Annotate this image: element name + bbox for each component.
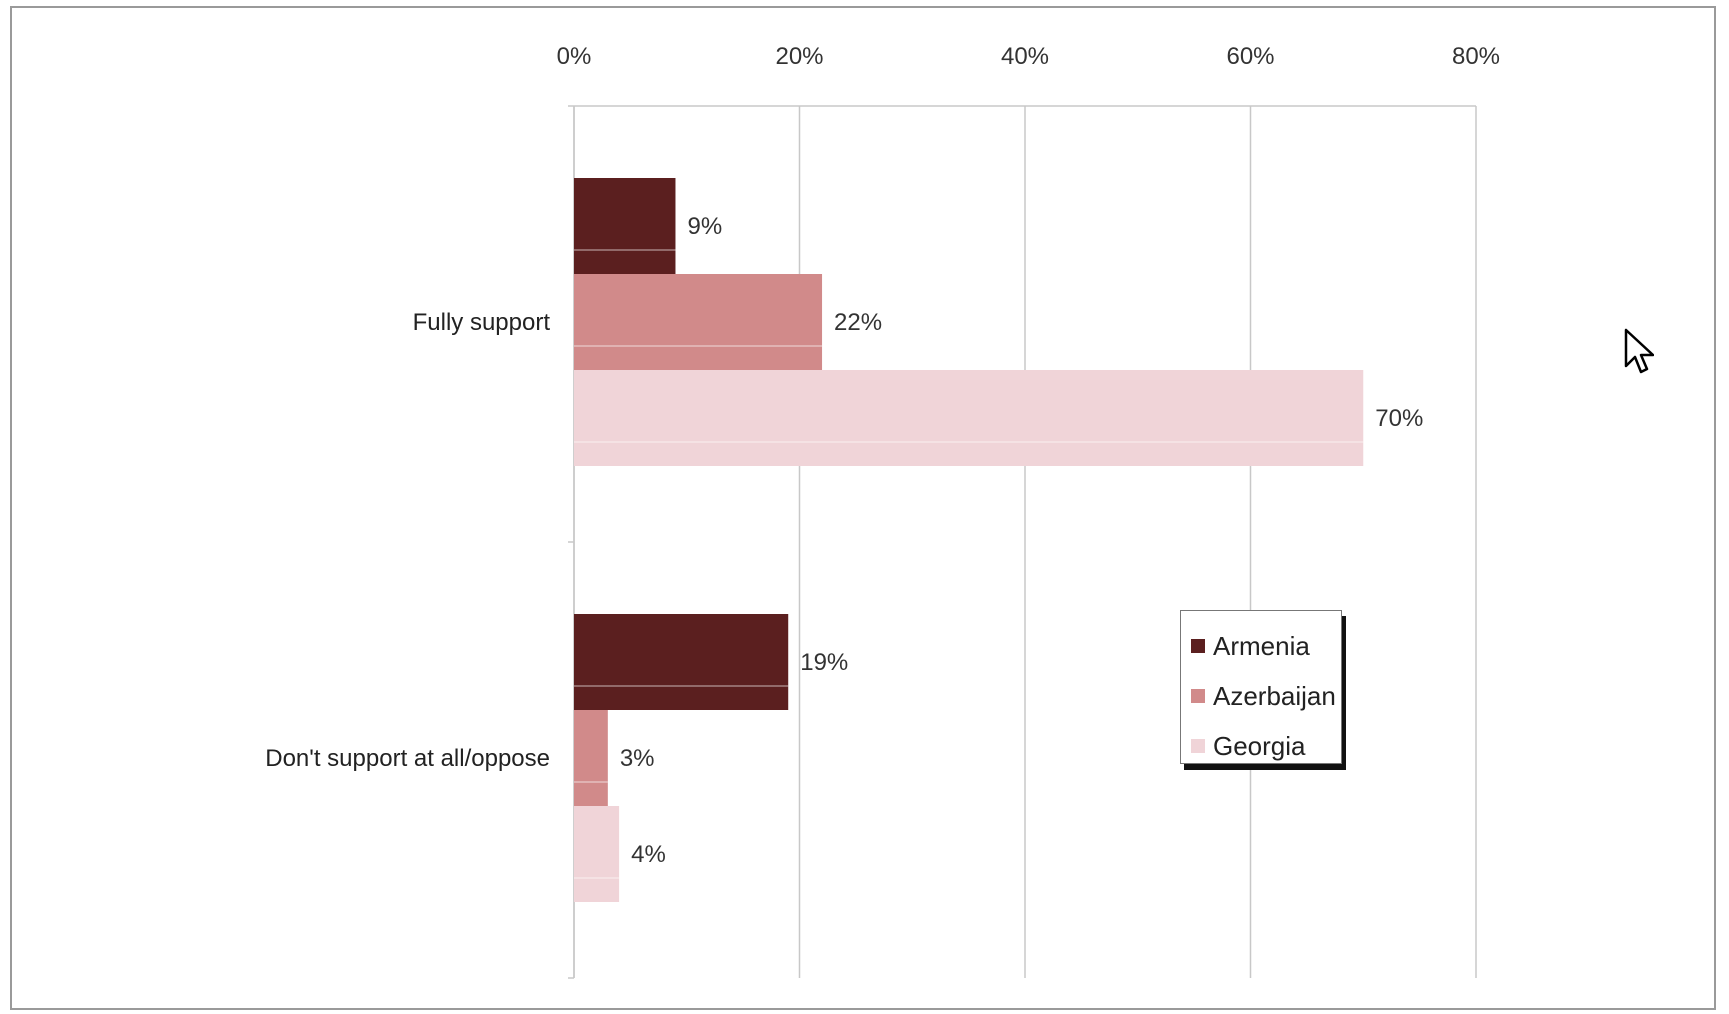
bar-armenia — [574, 614, 789, 710]
bar-azerbaijan — [574, 710, 608, 806]
data-label: 4% — [631, 841, 666, 868]
legend-item-armenia: Armenia — [1191, 621, 1335, 671]
legend-item-georgia: Georgia — [1191, 721, 1335, 771]
x-tick-label: 40% — [1001, 43, 1049, 70]
mouse-pointer-icon — [1624, 328, 1655, 381]
legend: Armenia Azerbaijan Georgia — [1180, 610, 1342, 764]
data-label: 3% — [620, 745, 655, 772]
legend-label-azerbaijan: Azerbaijan — [1213, 680, 1336, 711]
bar-chart: 0% 20% 40% 60% 80% 9% 22% 70% Fully support 19% 3%… — [265, 43, 1500, 979]
category-label: Don't support at all/oppose — [265, 745, 550, 772]
bar-azerbaijan — [574, 274, 823, 370]
chart-frame: 0% 20% 40% 60% 80% 9% 22% 70% Fully support 19% 3%… — [10, 6, 1716, 1010]
legend-swatch-azerbaijan — [1191, 689, 1205, 703]
x-tick-label: 20% — [775, 43, 823, 70]
x-tick-label: 0% — [557, 43, 592, 70]
bar-armenia — [574, 178, 676, 274]
x-tick-label: 80% — [1452, 43, 1500, 70]
data-label: 22% — [834, 309, 882, 336]
bar-georgia — [574, 806, 620, 902]
data-label: 9% — [687, 213, 722, 240]
data-label: 19% — [800, 649, 848, 676]
legend-item-azerbaijan: Azerbaijan — [1191, 671, 1336, 721]
legend-swatch-georgia — [1191, 739, 1205, 753]
bar-georgia — [574, 370, 1364, 466]
legend-swatch-armenia — [1191, 639, 1205, 653]
legend-label-armenia: Armenia — [1213, 630, 1310, 661]
x-tick-label: 60% — [1226, 43, 1274, 70]
data-label: 70% — [1375, 405, 1423, 432]
category-label: Fully support — [413, 309, 551, 336]
legend-label-georgia: Georgia — [1213, 730, 1306, 761]
